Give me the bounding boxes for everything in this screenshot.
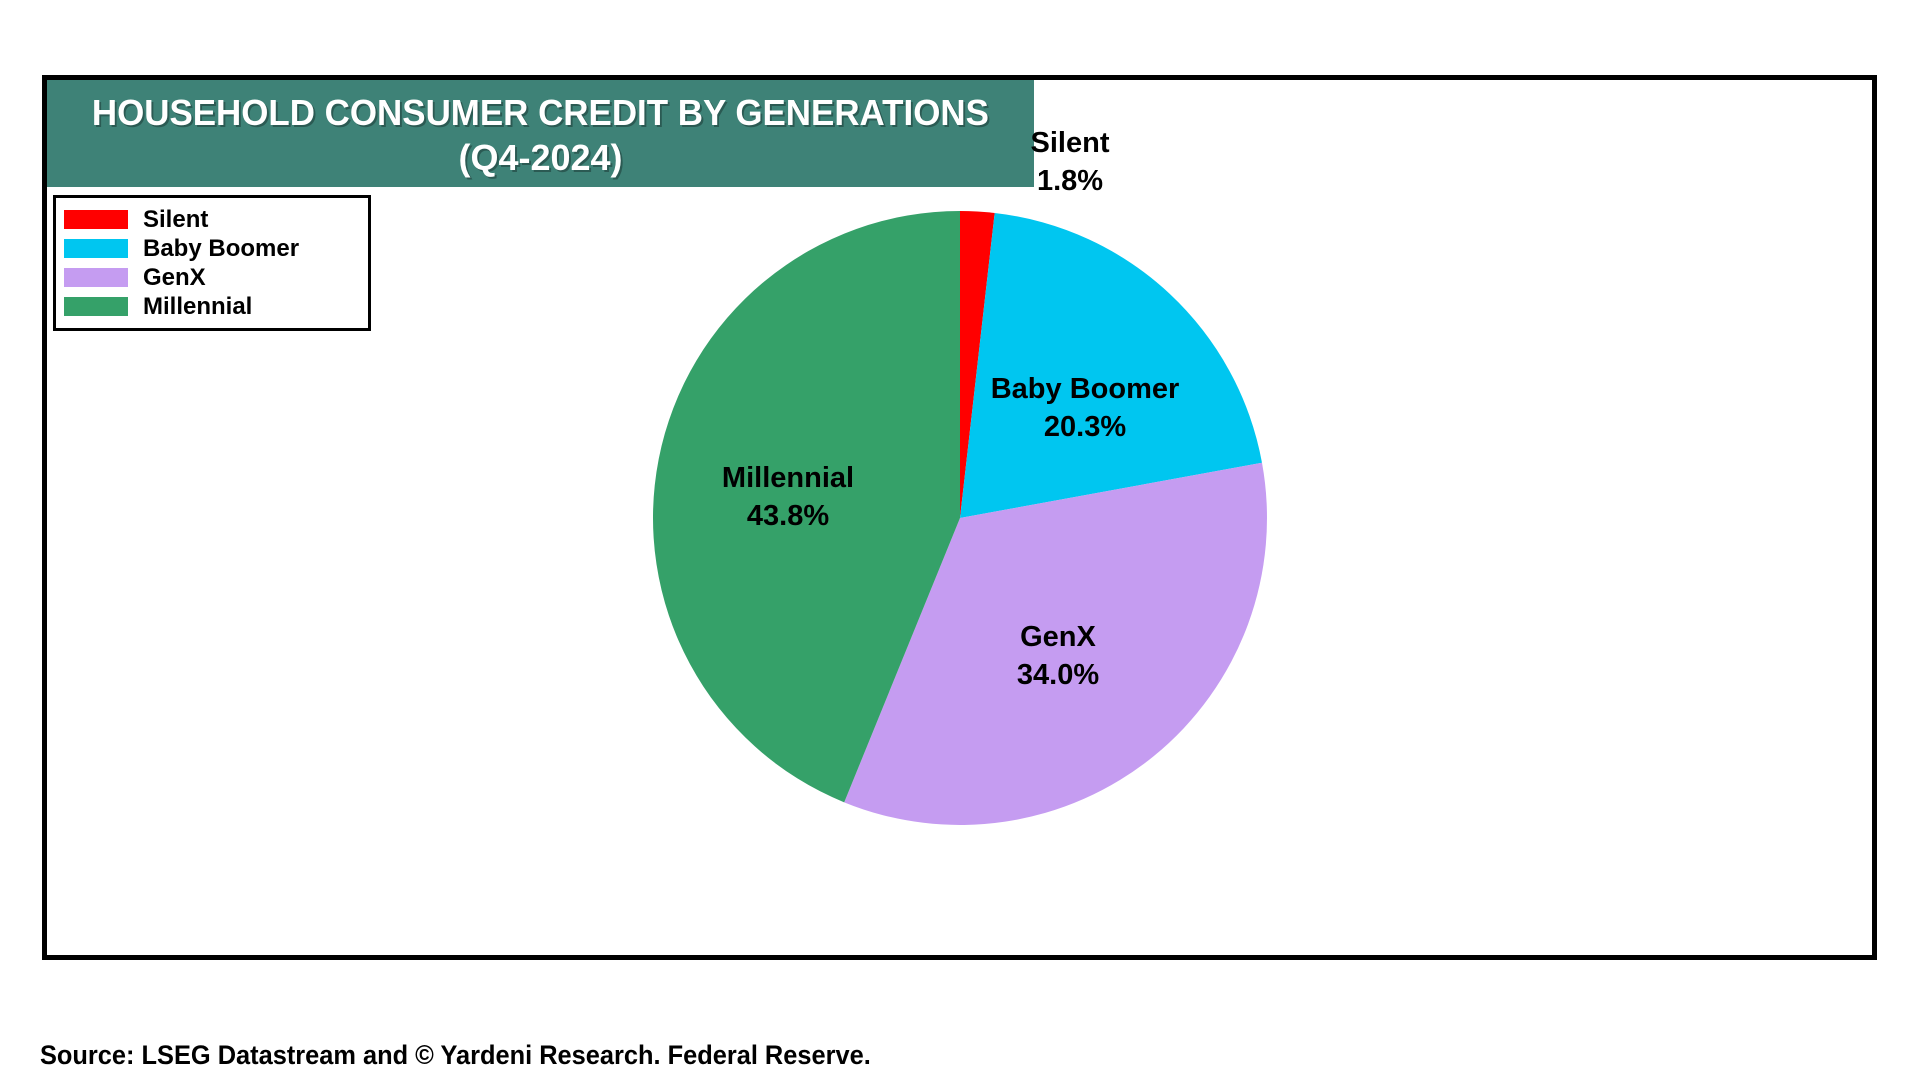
legend-item-silent: Silent (64, 206, 360, 233)
legend-item-genx: GenX (64, 264, 360, 291)
legend-item-millennial: Millennial (64, 293, 360, 320)
slice-name-genx: GenX (1020, 621, 1096, 653)
legend-label-millennial: Millennial (143, 292, 253, 320)
legend-swatch-millennial (64, 297, 128, 316)
pie-slice-millennial (652, 210, 960, 803)
legend: Silent Baby Boomer GenX Millennial (53, 195, 371, 331)
slice-pct-baby-boomer: 20.3% (1043, 411, 1127, 443)
chart-title-line2: (Q4-2024) (458, 136, 623, 178)
chart-title-line1: HOUSEHOLD CONSUMER CREDIT BY GENERATIONS (91, 91, 989, 133)
slice-label-silent: Silent 1.8% (1031, 124, 1110, 200)
legend-label-silent: Silent (143, 205, 209, 233)
legend-swatch-silent (64, 210, 128, 229)
pie-slice-genx (844, 462, 1267, 825)
slice-name-millennial: Millennial (721, 462, 855, 494)
slice-pct-genx: 34.0% (1016, 659, 1100, 691)
slice-label-genx: GenX 34.0% (1017, 618, 1099, 694)
slice-pct-millennial: 43.8% (746, 500, 830, 532)
legend-label-genx: GenX (143, 263, 206, 291)
pie-slice-baby-boomer (960, 212, 1262, 518)
slice-label-millennial: Millennial 43.8% (722, 459, 854, 535)
slice-name-silent: Silent (1030, 127, 1110, 159)
slice-pct-silent: 1.8% (1036, 165, 1104, 197)
source-note: Source: LSEG Datastream and © Yardeni Re… (40, 1040, 871, 1070)
chart-title-banner: HOUSEHOLD CONSUMER CREDIT BY GENERATIONS… (47, 80, 1034, 187)
legend-label-baby-boomer: Baby Boomer (143, 234, 300, 262)
legend-item-baby-boomer: Baby Boomer (64, 235, 360, 262)
legend-swatch-baby-boomer (64, 239, 128, 258)
slice-name-baby-boomer: Baby Boomer (990, 373, 1180, 405)
pie-slice-silent (960, 211, 995, 518)
legend-swatch-genx (64, 268, 128, 287)
slice-label-baby-boomer: Baby Boomer 20.3% (991, 370, 1180, 446)
